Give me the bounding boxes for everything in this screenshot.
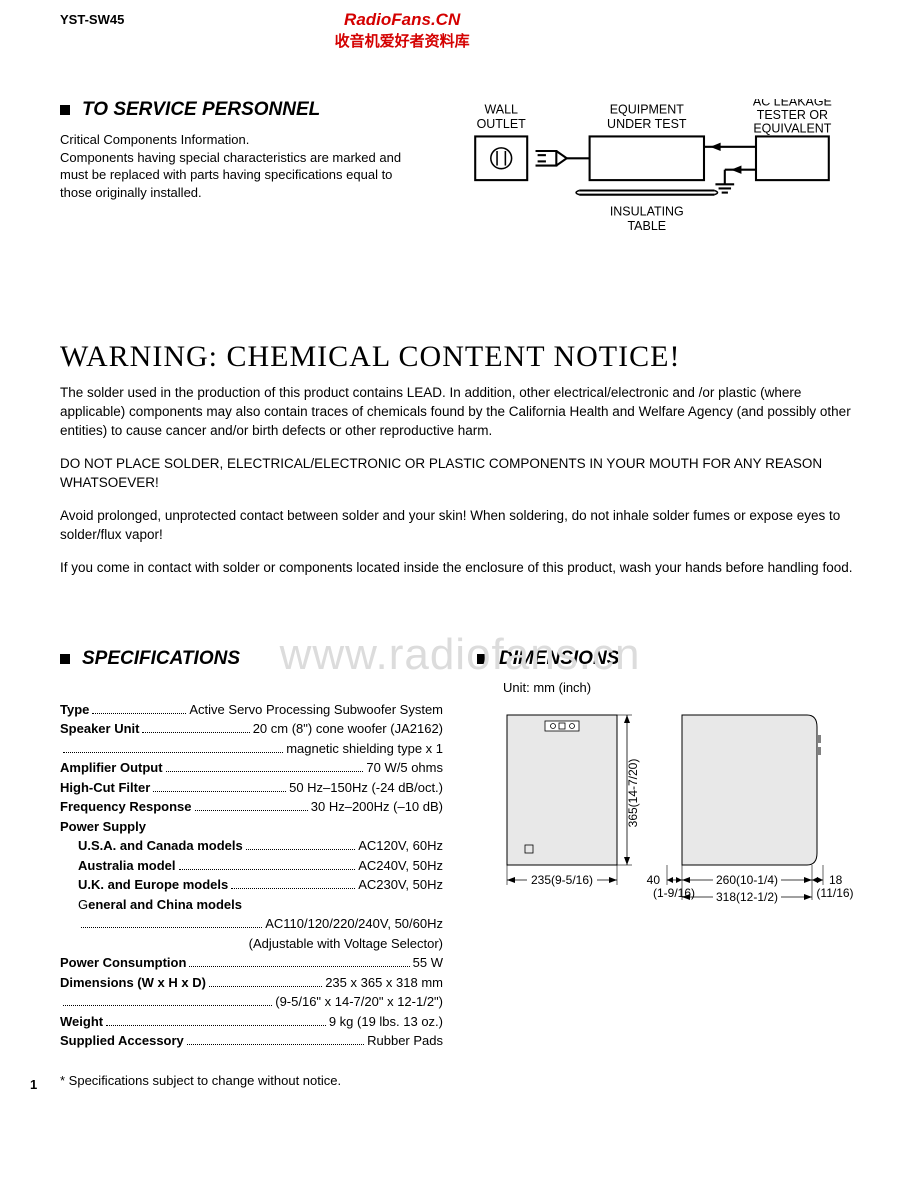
specifications-column: SPECIFICATIONS TypeActive Servo Processi… xyxy=(60,648,443,1088)
page-header: YST-SW45 RadioFans.CN 收音机爱好者资料库 xyxy=(60,12,860,51)
warn-p4: If you come in contact with solder or co… xyxy=(60,559,860,578)
service-p1: Critical Components Information. xyxy=(60,131,420,149)
svg-text:235(9-5/16): 235(9-5/16) xyxy=(531,873,593,887)
spec-row: Power Supply xyxy=(60,817,443,837)
spec-row: magnetic shielding type x 1 xyxy=(60,739,443,759)
leakage-test-diagram: WALL OUTLET EQUIPMENT UNDER TEST AC LEAK… xyxy=(444,99,860,270)
page-number: 1 xyxy=(30,1077,37,1092)
service-title-text: TO SERVICE PERSONNEL xyxy=(82,99,320,121)
spec-row: High-Cut Filter50 Hz–150Hz (-24 dB/oct.) xyxy=(60,778,443,798)
svg-text:318(12-1/2): 318(12-1/2) xyxy=(716,890,778,904)
spec-title: SPECIFICATIONS xyxy=(60,648,443,670)
service-section: TO SERVICE PERSONNEL Critical Components… xyxy=(60,99,860,270)
bullet-icon xyxy=(60,654,70,664)
spec-row: U.K. and Europe modelsAC230V, 50Hz xyxy=(60,875,443,895)
spec-row: Supplied AccessoryRubber Pads xyxy=(60,1031,443,1051)
spec-row: Australia modelAC240V, 50Hz xyxy=(60,856,443,876)
svg-text:260(10-1/4): 260(10-1/4) xyxy=(716,873,778,887)
svg-text:40: 40 xyxy=(647,873,661,887)
spec-row: AC110/120/220/240V, 50/60Hz xyxy=(60,914,443,934)
spec-title-text: SPECIFICATIONS xyxy=(82,648,240,670)
brand-english: RadioFans.CN xyxy=(335,10,470,30)
spec-note: * Specifications subject to change witho… xyxy=(60,1073,443,1088)
brand-block: RadioFans.CN 收音机爱好者资料库 xyxy=(335,10,590,51)
spec-row: U.S.A. and Canada modelsAC120V, 60Hz xyxy=(60,836,443,856)
spec-row: (9-5/16" x 14-7/20" x 12-1/2") xyxy=(60,992,443,1012)
bullet-icon xyxy=(60,105,70,115)
svg-text:TABLE: TABLE xyxy=(628,219,667,233)
svg-text:(11/16): (11/16) xyxy=(816,886,853,900)
svg-text:TESTER OR: TESTER OR xyxy=(757,108,828,122)
model-number: YST-SW45 xyxy=(60,12,124,27)
spec-row: Dimensions (W x H x D)235 x 365 x 318 mm xyxy=(60,973,443,993)
warn-p2: DO NOT PLACE SOLDER, ELECTRICAL/ELECTRON… xyxy=(60,455,860,493)
spec-row: Weight9 kg (19 lbs. 13 oz.) xyxy=(60,1012,443,1032)
warning-title: WARNING: CHEMICAL CONTENT NOTICE! xyxy=(60,340,860,374)
brand-chinese: 收音机爱好者资料库 xyxy=(335,30,470,51)
wall-label: WALL xyxy=(484,103,518,117)
dimension-drawing: 365(14-7/20) 235(9-5/16) xyxy=(477,705,860,915)
svg-text:EQUIVALENT: EQUIVALENT xyxy=(753,121,831,135)
service-p2: Components having special characteristic… xyxy=(60,149,420,202)
svg-text:OUTLET: OUTLET xyxy=(477,117,527,131)
spec-row: TypeActive Servo Processing Subwoofer Sy… xyxy=(60,700,443,720)
spec-row: Amplifier Output70 W/5 ohms xyxy=(60,758,443,778)
svg-text:18: 18 xyxy=(829,873,843,887)
spec-row: Power Consumption55 W xyxy=(60,953,443,973)
dimensions-column: DIMENSIONS Unit: mm (inch) 365(14-7/20) xyxy=(477,648,860,1088)
spec-row: Speaker Unit20 cm (8") cone woofer (JA21… xyxy=(60,719,443,739)
warn-p1: The solder used in the production of thi… xyxy=(60,384,860,441)
lower-columns: www.radiofans.cn SPECIFICATIONS TypeActi… xyxy=(60,648,860,1088)
spec-list: TypeActive Servo Processing Subwoofer Sy… xyxy=(60,700,443,1051)
dim-title-text: DIMENSIONS xyxy=(499,648,619,670)
service-title: TO SERVICE PERSONNEL xyxy=(60,99,420,121)
spec-row: Frequency Response30 Hz–200Hz (–10 dB) xyxy=(60,797,443,817)
dim-title: DIMENSIONS xyxy=(477,648,860,670)
svg-text:INSULATING: INSULATING xyxy=(610,204,684,218)
dim-unit: Unit: mm (inch) xyxy=(503,680,860,695)
bullet-icon xyxy=(477,654,487,664)
spec-row: General and China models xyxy=(60,895,443,915)
spec-row: (Adjustable with Voltage Selector) xyxy=(60,934,443,954)
warn-p3: Avoid prolonged, unprotected contact bet… xyxy=(60,507,860,545)
svg-text:UNDER TEST: UNDER TEST xyxy=(607,117,687,131)
svg-text:365(14-7/20): 365(14-7/20) xyxy=(626,758,640,827)
svg-text:EQUIPMENT: EQUIPMENT xyxy=(610,103,685,117)
